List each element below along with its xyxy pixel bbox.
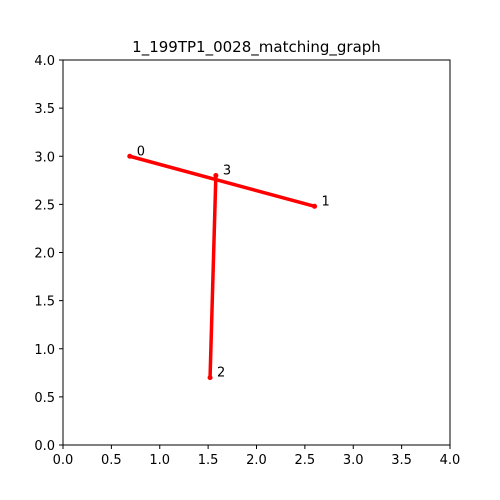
y-tick-label: 1.0 bbox=[34, 343, 55, 358]
y-tick-label: 2.0 bbox=[34, 247, 55, 262]
graph-node bbox=[127, 153, 133, 159]
x-tick-label: 2.0 bbox=[246, 453, 267, 468]
chart-title: 1_199TP1_0028_matching_graph bbox=[132, 38, 381, 57]
x-axis: 0.0 0.5 1.0 1.5 2.0 2.5 3.0 3.5 4.0 bbox=[53, 445, 461, 468]
node-label: 0 bbox=[137, 144, 145, 159]
graph-edge bbox=[128, 154, 317, 209]
node-label: 3 bbox=[223, 164, 231, 179]
x-tick-label: 3.5 bbox=[391, 453, 412, 468]
graph-node bbox=[207, 375, 213, 381]
y-tick-label: 0.5 bbox=[34, 391, 55, 406]
y-tick-label: 0.0 bbox=[34, 439, 55, 454]
edges-layer bbox=[128, 154, 317, 380]
node-label: 1 bbox=[322, 194, 330, 209]
graph-node bbox=[213, 173, 219, 178]
plot-frame bbox=[62, 59, 451, 446]
x-tick-label: 4.0 bbox=[440, 453, 461, 468]
x-tick-label: 1.0 bbox=[149, 453, 170, 468]
x-tick-label: 1.5 bbox=[198, 453, 219, 468]
x-tick-label: 0.0 bbox=[53, 453, 74, 468]
x-tick-label: 2.5 bbox=[295, 453, 316, 468]
x-tick-label: 0.5 bbox=[101, 453, 122, 468]
y-tick-label: 3.5 bbox=[34, 102, 55, 117]
y-tick-label: 3.0 bbox=[34, 150, 55, 165]
graph-edge bbox=[208, 173, 218, 380]
x-tick-label: 3.0 bbox=[343, 453, 364, 468]
y-tick-label: 1.5 bbox=[34, 295, 55, 310]
graph-node bbox=[312, 203, 318, 209]
y-axis: 0.0 0.5 1.0 1.5 2.0 2.5 3.0 3.5 4.0 bbox=[34, 54, 63, 454]
y-tick-label: 2.5 bbox=[34, 198, 55, 213]
nodes-layer: 0 1 2 3 bbox=[127, 144, 330, 381]
node-label: 2 bbox=[217, 366, 225, 381]
y-tick-label: 4.0 bbox=[34, 54, 55, 69]
